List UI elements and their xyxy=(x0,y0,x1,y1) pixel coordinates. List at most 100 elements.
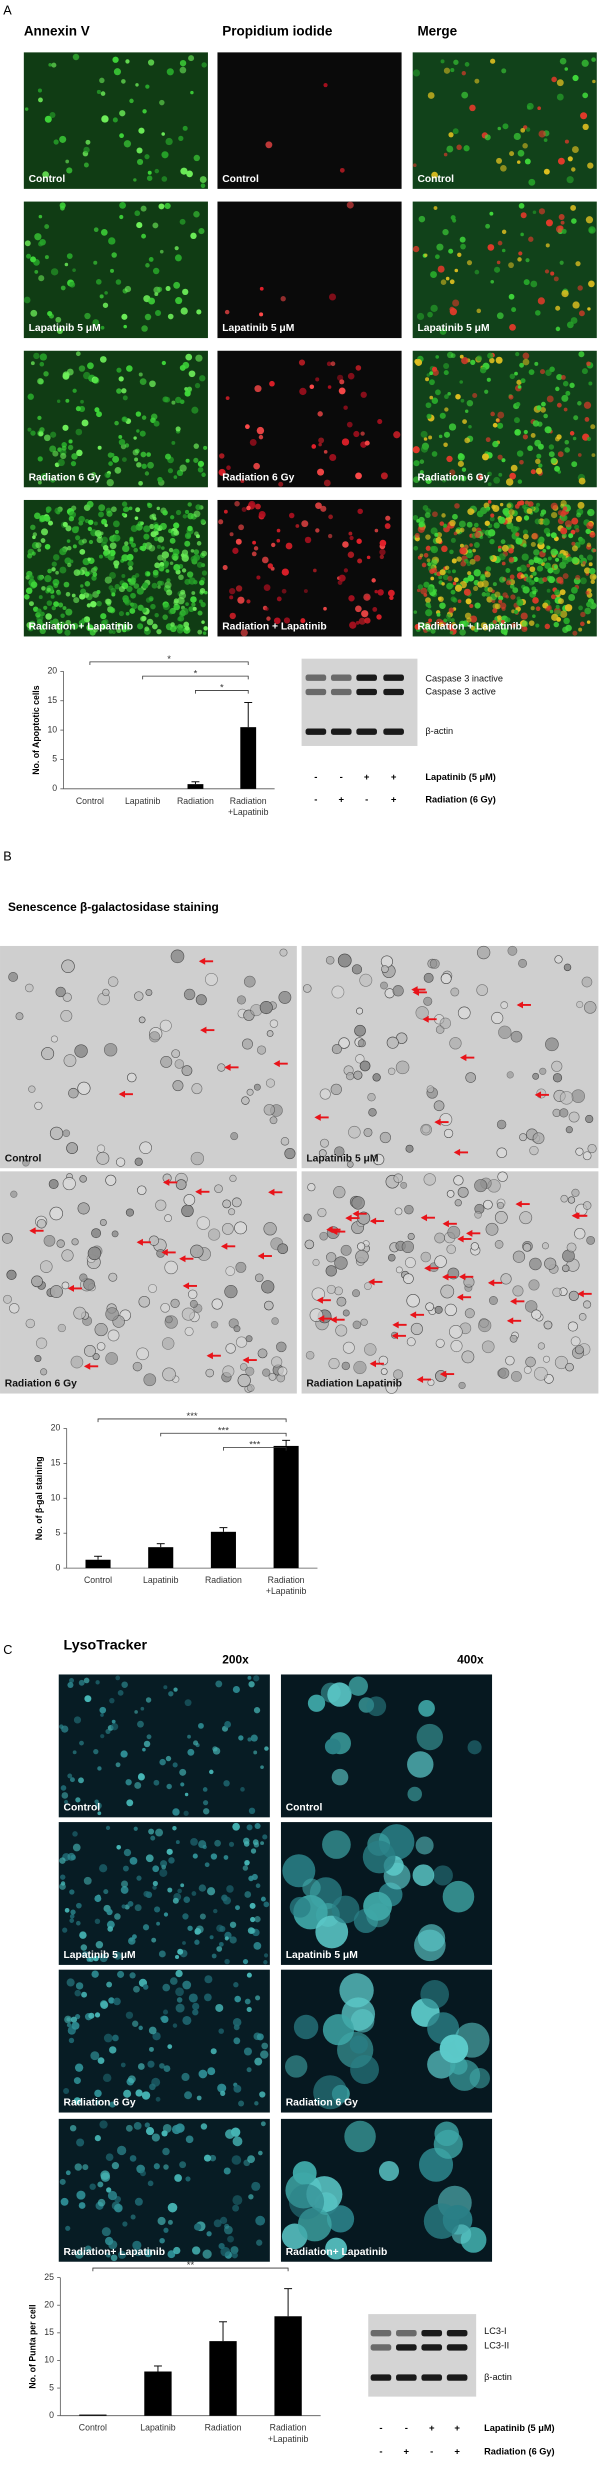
cell xyxy=(425,402,432,409)
cell xyxy=(449,279,455,285)
cell xyxy=(335,1324,348,1337)
cell xyxy=(73,2077,81,2085)
cell xyxy=(532,210,537,215)
cell xyxy=(88,2012,95,2019)
cell xyxy=(505,478,514,486)
cell xyxy=(551,1060,563,1072)
cell xyxy=(550,594,556,600)
cell xyxy=(127,1937,136,1945)
cell xyxy=(500,627,508,635)
cell xyxy=(233,2084,242,2093)
cell xyxy=(165,1755,172,1762)
cell xyxy=(517,385,522,389)
cell xyxy=(487,586,493,593)
cell xyxy=(109,2046,117,2054)
cell xyxy=(357,558,363,564)
cell xyxy=(551,511,558,519)
cell xyxy=(209,1769,214,1775)
cell xyxy=(111,1719,116,1724)
cell xyxy=(125,2011,134,2019)
cell xyxy=(121,574,126,579)
cell xyxy=(423,972,434,983)
cell xyxy=(30,309,38,317)
cell xyxy=(473,554,481,562)
cell xyxy=(313,568,317,573)
cell xyxy=(228,1841,235,1847)
cell xyxy=(114,583,120,590)
cell xyxy=(431,451,438,457)
cell xyxy=(217,2083,227,2093)
cell xyxy=(326,1284,336,1294)
cell xyxy=(452,597,458,603)
cell xyxy=(273,617,281,625)
cell xyxy=(276,528,281,533)
cell xyxy=(364,440,370,446)
cell xyxy=(69,559,74,564)
cell xyxy=(100,1713,104,1717)
cell xyxy=(564,447,570,453)
cell xyxy=(112,2034,119,2042)
cell xyxy=(277,1243,289,1255)
cell xyxy=(141,463,147,469)
cell xyxy=(343,405,348,410)
cell xyxy=(580,112,588,120)
cell xyxy=(448,248,454,254)
arrow-head xyxy=(273,1060,280,1068)
arrow-head xyxy=(316,1296,323,1304)
cell xyxy=(192,1853,198,1859)
cell xyxy=(100,2001,109,2009)
cell xyxy=(498,1367,510,1379)
cell xyxy=(461,91,469,99)
cell xyxy=(153,1779,160,1786)
cell xyxy=(545,369,552,376)
cell xyxy=(229,1921,237,1928)
cell xyxy=(229,1174,237,1183)
cell xyxy=(501,458,506,463)
cell xyxy=(458,1381,466,1390)
cell xyxy=(224,1285,238,1299)
cell xyxy=(121,79,126,84)
y-tick-label: 20 xyxy=(51,1423,61,1433)
cell xyxy=(587,162,594,169)
significance-label: *** xyxy=(187,1411,198,1422)
cell xyxy=(99,1219,107,1226)
cell xyxy=(534,518,541,525)
cell xyxy=(64,262,69,267)
cell xyxy=(249,1927,256,1934)
cell xyxy=(487,482,492,487)
cell xyxy=(148,1284,158,1293)
cell xyxy=(560,511,567,517)
condition-sign: + xyxy=(429,2423,435,2434)
cell xyxy=(571,517,579,525)
cell xyxy=(413,476,420,483)
cell xyxy=(259,2091,266,2098)
cell xyxy=(559,1108,569,1118)
condition-name: Radiation (6 Gy) xyxy=(425,794,495,804)
cell xyxy=(164,202,171,210)
arrow-head xyxy=(352,1210,359,1218)
cell xyxy=(255,1883,261,1889)
cell xyxy=(108,1997,115,2004)
cell xyxy=(28,1085,36,1093)
cell xyxy=(528,620,535,626)
cell xyxy=(168,528,173,534)
cell xyxy=(139,545,144,551)
cell xyxy=(202,2249,212,2259)
cell xyxy=(447,1225,461,1239)
cell xyxy=(49,313,54,319)
cell xyxy=(534,439,542,447)
cell xyxy=(159,249,164,254)
cell xyxy=(76,2138,85,2147)
cell xyxy=(276,1341,287,1353)
cell xyxy=(64,1907,70,1913)
cell xyxy=(563,963,572,972)
cell xyxy=(323,606,327,611)
cell xyxy=(577,401,582,406)
cell xyxy=(201,620,205,624)
cell xyxy=(166,1783,172,1790)
cell xyxy=(159,1868,168,1877)
cell xyxy=(61,959,75,974)
cell xyxy=(460,560,467,567)
cell xyxy=(140,616,146,622)
cell xyxy=(494,591,501,598)
